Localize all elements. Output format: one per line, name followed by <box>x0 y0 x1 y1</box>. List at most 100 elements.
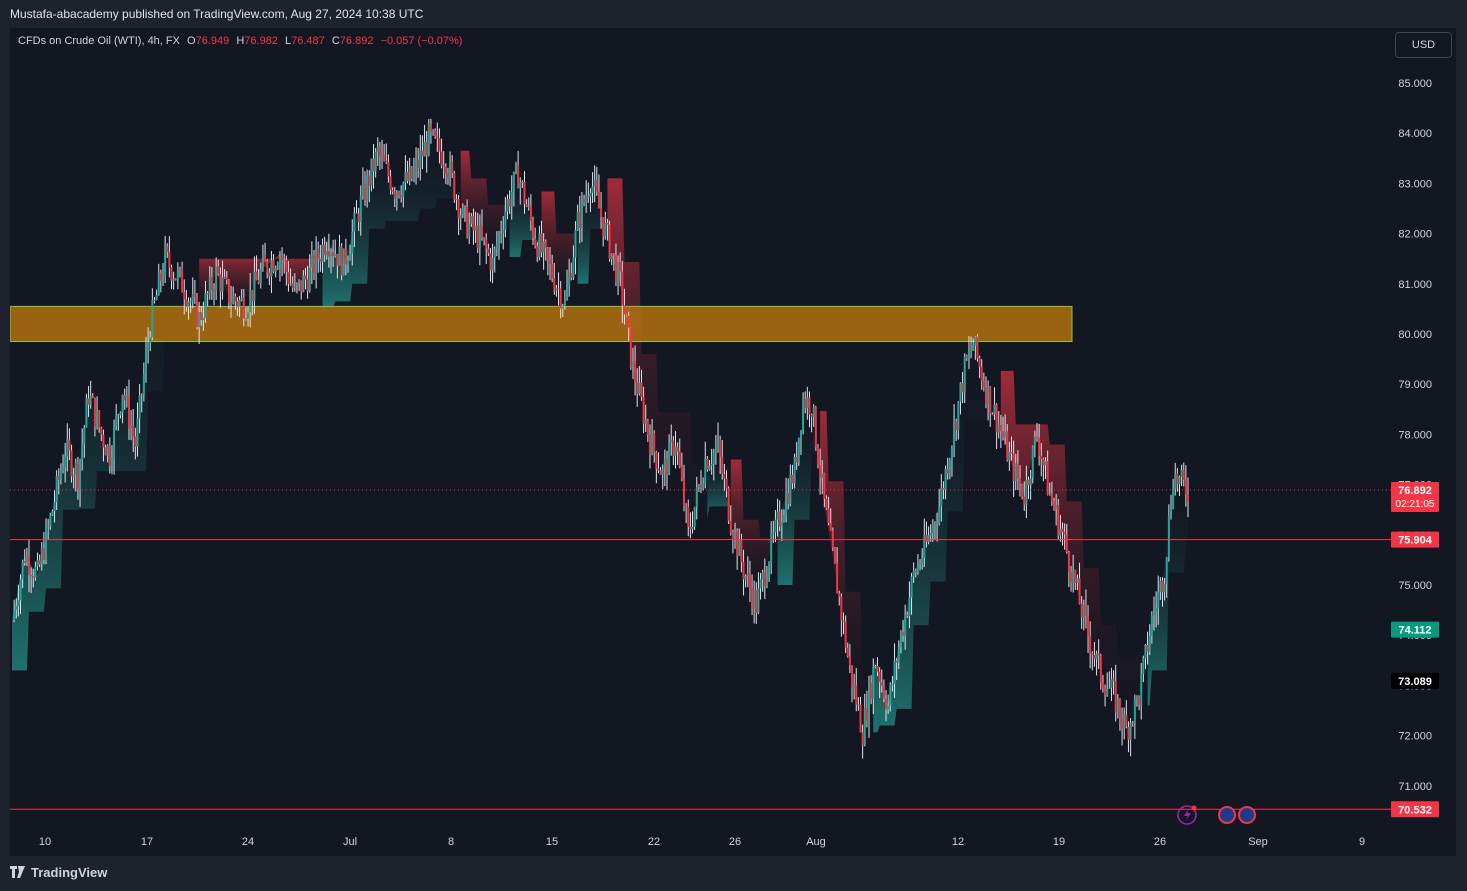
supply-zone <box>10 305 1073 343</box>
candle-body <box>872 667 875 699</box>
high-value: 76.982 <box>244 35 278 47</box>
candle-body <box>1106 688 1109 696</box>
candle-body <box>317 248 320 259</box>
symbol-label[interactable]: CFDs on Crude Oil (WTI), 4h, FX <box>18 35 180 47</box>
candle-body <box>774 519 777 533</box>
candle-body <box>785 493 788 515</box>
candle-body <box>457 199 460 219</box>
chart-pane[interactable]: 71.00072.00073.00074.00075.00076.00077.0… <box>10 28 1456 856</box>
candle-body <box>59 471 62 480</box>
candle-body <box>485 239 488 249</box>
candle-body <box>1063 531 1066 535</box>
y-tick-label: 84.000 <box>1398 128 1432 140</box>
candle-body <box>187 301 190 307</box>
candle-body <box>772 532 775 534</box>
candle-body <box>644 420 647 424</box>
candle-body <box>646 420 649 435</box>
candle-body <box>34 566 37 578</box>
price-chart[interactable]: 71.00072.00073.00074.00075.00076.00077.0… <box>10 28 1456 856</box>
candle-body <box>589 192 592 197</box>
candle-body <box>96 411 99 427</box>
candle-body <box>119 412 122 416</box>
candle-body <box>93 397 96 427</box>
candle-body <box>946 469 949 474</box>
candle-body <box>136 418 139 447</box>
candle-body <box>219 274 222 292</box>
candle-body <box>1155 607 1158 612</box>
candle-body <box>751 588 754 608</box>
candle-body <box>829 523 832 531</box>
candle-body <box>1048 493 1051 495</box>
candle-body <box>342 248 345 276</box>
candle-body <box>640 382 643 397</box>
candle-body <box>902 631 905 636</box>
candle-body <box>19 579 22 601</box>
candle-body <box>691 527 694 530</box>
candle-body <box>1150 615 1153 637</box>
candle-body <box>642 396 645 424</box>
candle-body <box>948 460 951 474</box>
candle-body <box>47 525 50 527</box>
candle-body <box>64 456 67 468</box>
tradingview-logo[interactable]: TradingView <box>10 865 107 880</box>
candle-body <box>608 224 611 260</box>
y-tick-label: 78.000 <box>1398 429 1432 441</box>
candle-body <box>321 244 324 262</box>
candle-body <box>36 560 39 567</box>
candle-body <box>383 154 386 161</box>
horizontal-lines <box>10 489 1393 810</box>
candle-body <box>1135 696 1138 699</box>
candle-body <box>289 283 292 285</box>
candle-body <box>478 225 481 249</box>
candle-body <box>1121 718 1124 728</box>
candle-body <box>472 215 475 231</box>
candle-body <box>1146 644 1149 652</box>
candle-body <box>442 165 445 167</box>
candle-body <box>391 190 394 192</box>
candle-body <box>961 383 964 393</box>
candle-body <box>170 267 173 281</box>
candle-body <box>1053 501 1056 510</box>
candle-body <box>1163 583 1166 593</box>
x-tick-label: 22 <box>648 836 660 848</box>
candle-body <box>663 459 666 470</box>
candle-body <box>559 288 562 309</box>
candle-body <box>385 160 388 163</box>
candle-body <box>570 273 573 278</box>
event-icons[interactable] <box>1177 805 1256 825</box>
candle-body <box>631 361 634 367</box>
candle-body <box>151 299 154 338</box>
candle-body <box>844 621 847 648</box>
trend-bands <box>12 138 1188 733</box>
candle-body <box>372 158 375 172</box>
candle-body <box>704 458 707 484</box>
candle-body <box>670 440 673 443</box>
candle-body <box>25 556 28 563</box>
candle-body <box>1061 528 1064 532</box>
candle-body <box>940 487 943 507</box>
x-tick-label: 15 <box>546 836 558 848</box>
candle-body <box>610 253 613 260</box>
candle-body <box>825 498 828 509</box>
candle-body <box>744 576 747 580</box>
candle-body <box>995 404 998 433</box>
candle-body <box>38 560 41 565</box>
candle-body <box>806 397 809 409</box>
candle-body <box>683 478 685 507</box>
candle-body <box>421 150 424 157</box>
candle-body <box>1055 504 1058 510</box>
trend-band <box>820 410 872 731</box>
candle-body <box>553 278 556 291</box>
candle-body <box>776 511 779 520</box>
candle-body <box>950 447 953 461</box>
candle-body <box>159 272 162 281</box>
candle-body <box>242 297 245 319</box>
candle-body <box>302 275 305 292</box>
candle-body <box>555 288 558 291</box>
brand-label: TradingView <box>31 865 108 880</box>
candle-body <box>568 273 571 287</box>
currency-button[interactable]: USD <box>1395 32 1452 58</box>
candle-body <box>665 459 668 475</box>
candle-body <box>355 212 358 214</box>
candle-body <box>655 452 658 469</box>
